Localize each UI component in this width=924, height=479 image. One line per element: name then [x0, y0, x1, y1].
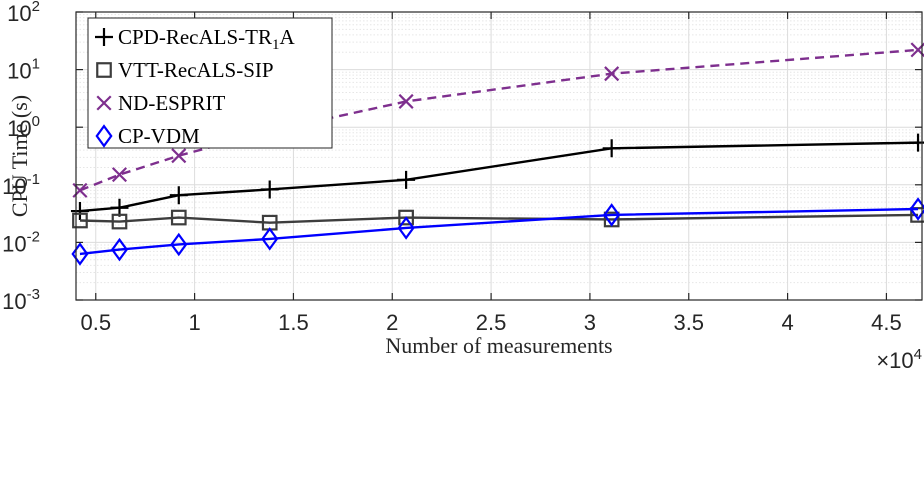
legend-label: CPD-RecALS-TR1A	[118, 25, 296, 53]
x-axis-multiplier: ×104	[876, 346, 922, 373]
legend-name: CP-VDM	[118, 124, 200, 148]
y-tick-base: 10	[7, 116, 31, 141]
y-tick-exponent: -3	[27, 286, 40, 303]
y-tick-exponent: 1	[32, 56, 40, 73]
plus-marker	[909, 133, 924, 152]
x-marker	[171, 148, 187, 164]
x-tick-label: 2.5	[476, 310, 507, 335]
square-marker	[398, 209, 414, 226]
y-tick-base: 10	[2, 231, 26, 256]
legend-name-suffix: A	[280, 25, 296, 49]
plus-marker	[602, 139, 621, 158]
y-tick-exponent: -2	[27, 228, 40, 245]
legend-label: CP-VDM	[118, 124, 200, 148]
legend: CPD-RecALS-TR1AVTT-RecALS-SIPND-ESPRITCP…	[87, 17, 333, 149]
x-multiplier-base: ×10	[876, 348, 913, 373]
series-3	[71, 197, 924, 266]
x-marker	[398, 93, 414, 109]
legend-name-subscript: 1	[272, 37, 280, 53]
legend-entry: VTT-RecALS-SIP	[96, 58, 274, 82]
legend-name: VTT-RecALS-SIP	[118, 58, 274, 82]
y-tick-label: 102	[7, 0, 40, 26]
x-marker	[604, 66, 620, 82]
square-marker	[72, 212, 88, 229]
series-0	[70, 133, 924, 221]
x-marker	[111, 167, 128, 183]
y-tick-label: 10-2	[2, 228, 40, 256]
square-marker	[96, 62, 112, 78]
square-marker	[910, 207, 924, 223]
diamond-marker	[261, 227, 279, 251]
y-tick-label: 100	[7, 113, 40, 141]
plus-marker	[70, 202, 89, 221]
x-tick-label: 1	[188, 310, 200, 335]
plus-marker	[169, 186, 188, 205]
legend-label: VTT-RecALS-SIP	[118, 58, 274, 82]
plot-frame	[75, 11, 923, 301]
plus-marker	[397, 170, 416, 189]
x-tick-label: 2	[386, 310, 398, 335]
x-marker	[96, 95, 112, 111]
plus-marker	[260, 180, 279, 199]
x-tick-label: 4.5	[871, 310, 902, 335]
y-tick-base: 10	[2, 289, 26, 314]
x-marker	[72, 182, 88, 198]
legend-label: ND-ESPRIT	[118, 91, 226, 115]
y-tick-base: 10	[7, 59, 31, 84]
y-tick-exponent: -1	[27, 171, 40, 188]
legend-name: ND-ESPRIT	[118, 91, 226, 115]
diamond-marker	[95, 124, 113, 148]
series-line	[79, 141, 919, 213]
diamond-marker	[603, 203, 621, 227]
diamond-marker	[71, 242, 89, 266]
legend-entry: CP-VDM	[95, 124, 200, 148]
y-tick-label: 10-3	[2, 286, 40, 314]
x-multiplier-exponent: 4	[914, 346, 922, 363]
y-axis-label: CPU Time (s)	[7, 95, 32, 217]
plus-marker	[95, 28, 113, 46]
diamond-marker	[397, 216, 415, 240]
square-marker	[111, 213, 128, 230]
series-line	[79, 207, 919, 256]
square-marker	[170, 209, 187, 226]
y-tick-exponent: 2	[32, 0, 40, 15]
series-line	[79, 213, 919, 224]
y-tick-base: 10	[2, 174, 26, 199]
x-tick-label: 3	[584, 310, 596, 335]
legend-entry: CPD-RecALS-TR1A	[95, 25, 296, 53]
legend-box	[87, 17, 333, 149]
y-tick-exponent: 0	[32, 113, 40, 130]
y-tick-label: 101	[7, 56, 40, 84]
legend-entry: ND-ESPRIT	[96, 91, 226, 115]
diamond-marker	[170, 232, 188, 257]
x-tick-label: 4	[781, 310, 793, 335]
diamond-marker	[110, 237, 129, 262]
y-tick-label: 10-1	[2, 171, 40, 199]
x-axis-label: Number of measurements	[385, 333, 612, 358]
x-tick-label: 1.5	[278, 310, 309, 335]
y-tick-base: 10	[7, 1, 31, 26]
series-1	[72, 207, 924, 231]
diamond-marker	[909, 197, 924, 221]
x-tick-label: 0.5	[80, 310, 111, 335]
x-tick-label: 3.5	[673, 310, 704, 335]
legend-name: CPD-RecALS-TR	[118, 25, 272, 49]
